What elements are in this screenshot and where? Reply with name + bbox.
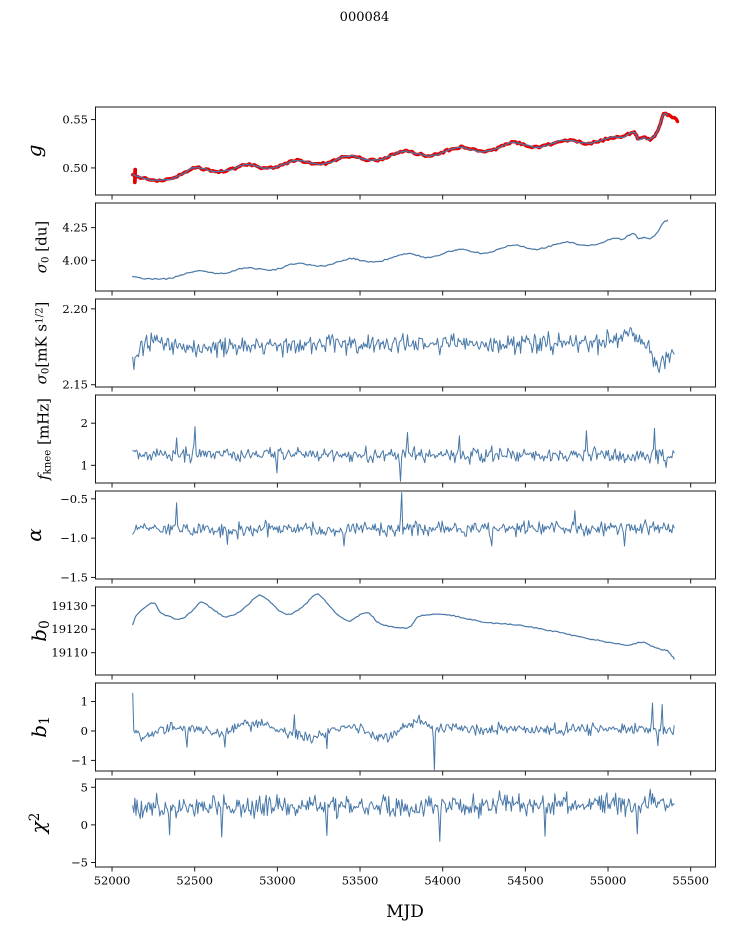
y-tick-label: −1.0: [60, 531, 88, 545]
subplot-g: 0.50 0.55: [62, 106, 716, 200]
subplot-chi2: −5 0 5 52000 52500 53000 53500 54000 54500 55000 5…: [71, 778, 716, 888]
subplot-sigma0-mk: 2.15 2.20: [62, 298, 716, 392]
x-axis-label: MJD: [386, 902, 424, 922]
y-tick-label: 2: [81, 416, 88, 430]
x-tick-label: 55500: [672, 874, 709, 888]
y-tick-label: 19110: [51, 646, 88, 660]
y-tick-label: 4.25: [62, 221, 88, 235]
y-axis-label-segment: χ: [26, 821, 50, 834]
sigma0-du-line: [132, 219, 669, 280]
subplot-fknee: 12: [81, 394, 716, 488]
x-tick-label: 53000: [259, 874, 296, 888]
y-axis-label-segment: f: [34, 474, 53, 481]
axes-frame-chi2: [95, 778, 716, 868]
y-tick-label: 19130: [51, 599, 88, 613]
subplot-sigma0-du: 4.00 4.25: [62, 202, 716, 296]
y-tick-label: −1.5: [60, 570, 88, 584]
subplot-b0: 19110 19120 19130: [51, 586, 716, 680]
x-tick-label: 55000: [590, 874, 627, 888]
y-tick-label: −0.5: [60, 492, 88, 506]
y-axis-label-segment: b: [27, 724, 52, 738]
y-axis-label-sigma0-mk: σ0[mK s1/2]: [33, 302, 52, 385]
y-axis-label-segment: knee: [42, 449, 54, 475]
x-tick-label: 54500: [507, 874, 544, 888]
alpha-line: [132, 492, 675, 547]
x-tick-label: 53500: [342, 874, 379, 888]
y-tick-label: 0: [81, 724, 88, 738]
y-tick-label: 2.20: [62, 302, 88, 316]
axes-frame-sigma0-mk: [95, 298, 716, 388]
y-axis-label-segment: 0: [36, 620, 53, 629]
axes-frame-fknee: [95, 394, 716, 484]
y-tick-label: 5: [81, 780, 88, 794]
y-axis-label-segment: b: [27, 628, 52, 642]
y-axis-label-segment: [mK s: [32, 323, 51, 368]
chart-title: 000084: [339, 10, 390, 25]
axes-frame-b0: [95, 586, 716, 676]
x-tick-label: 52500: [176, 874, 213, 888]
y-tick-label: 0.55: [62, 113, 88, 127]
y-tick-label: 0: [81, 818, 88, 832]
y-tick-label: 1: [81, 458, 88, 472]
y-axis-label-segment: 0: [40, 367, 52, 375]
axes-frame-alpha: [95, 490, 716, 580]
y-axis-label-segment: 2: [26, 812, 43, 822]
y-axis-label-g: g: [22, 145, 46, 158]
y-axis-label-segment: 1/2: [34, 307, 46, 324]
y-tick-label: 19120: [51, 622, 88, 636]
y-tick-label: 2.15: [62, 378, 88, 392]
b1-line: [132, 692, 675, 771]
y-axis-label-b0: b0: [27, 620, 53, 641]
y-tick-label: −1: [71, 753, 88, 767]
y-axis-label-segment: [mHz]: [34, 397, 53, 450]
x-tick-label: 54000: [424, 874, 461, 888]
g-model-blue: [132, 112, 669, 182]
axes-frame-sigma0-du: [95, 202, 716, 292]
y-axis-label-segment: g: [22, 144, 46, 158]
axes-frame-g: [95, 106, 716, 196]
y-axis-label-segment: α: [22, 528, 46, 542]
y-tick-label: −5: [71, 855, 88, 869]
g-red-tail: [665, 113, 680, 124]
y-axis-label-segment: ]: [32, 301, 51, 308]
y-axis-label-b1: b1: [27, 716, 53, 737]
axes-frame-b1: [95, 682, 716, 772]
y-axis-label-segment: 0: [40, 256, 52, 263]
fknee-line: [132, 426, 675, 482]
y-axis-label-segment: 1: [36, 716, 53, 725]
b0-line: [132, 593, 675, 660]
y-axis-label-chi2: χ2: [26, 813, 50, 834]
y-axis-label-sigma0-du: σ0 [du]: [33, 221, 52, 273]
subplot-b1: −1 0 1: [71, 682, 716, 776]
y-tick-label: 1: [81, 695, 88, 709]
y-axis-label-segment: σ: [32, 374, 51, 385]
y-tick-label: 4.00: [62, 253, 88, 267]
y-axis-label-segment: σ: [32, 262, 51, 274]
chi2-line: [132, 788, 675, 842]
x-tick-label: 52000: [94, 874, 131, 888]
g-calibration-red: [131, 111, 670, 183]
y-axis-label-segment: [du]: [32, 220, 51, 257]
y-tick-label: 0.50: [62, 161, 88, 175]
sigma0-mk-line: [132, 327, 675, 374]
subplot-alpha: −0.5 −1.0 −1.5: [60, 490, 716, 584]
y-axis-label-alpha: α: [22, 528, 46, 542]
y-axis-label-fknee: fknee [mHz]: [35, 398, 54, 480]
